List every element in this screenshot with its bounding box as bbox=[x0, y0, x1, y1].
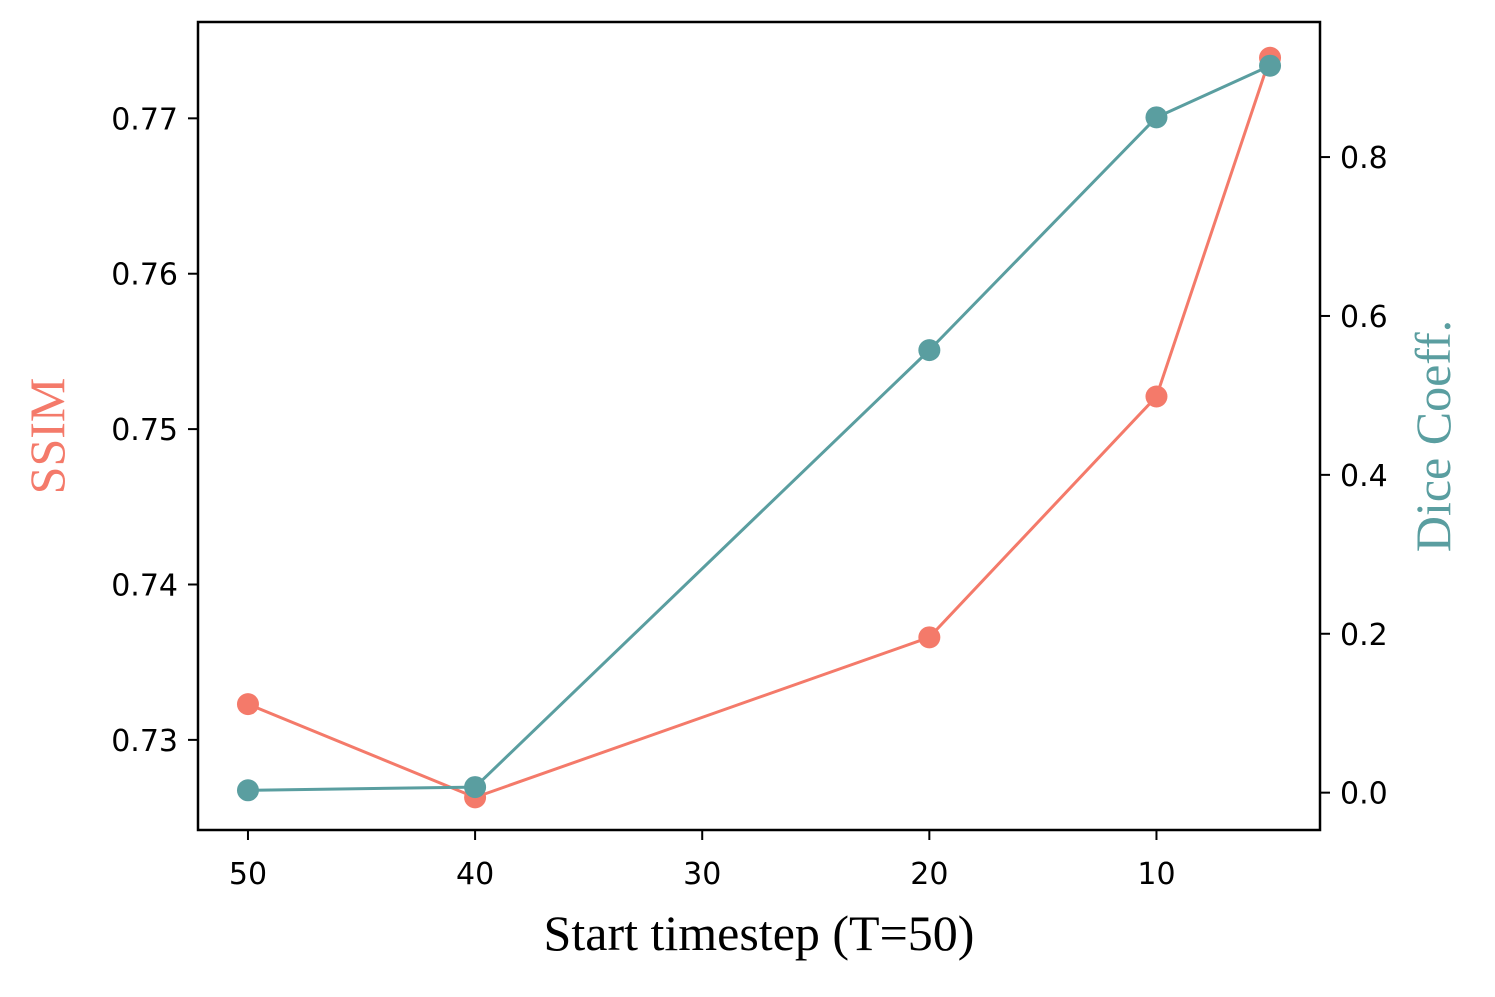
x-tick-label: 40 bbox=[456, 857, 494, 892]
right-y-tick-label: 0.4 bbox=[1340, 459, 1388, 494]
right-y-tick-label: 0.0 bbox=[1340, 777, 1388, 812]
left-y-tick-label: 0.74 bbox=[111, 568, 178, 603]
right-y-tick-label: 0.8 bbox=[1340, 141, 1388, 176]
left-y-tick-label: 0.75 bbox=[111, 413, 178, 448]
left-y-tick-label: 0.77 bbox=[111, 102, 178, 137]
dice-data-point bbox=[1259, 54, 1282, 77]
right-y-axis-title: Dice Coeff. bbox=[1405, 320, 1461, 552]
left-y-tick-label: 0.76 bbox=[111, 258, 178, 293]
left-y-tick-label: 0.73 bbox=[111, 724, 178, 759]
dice-data-point bbox=[918, 339, 941, 362]
series-layer bbox=[236, 46, 1282, 809]
dice-data-point bbox=[1145, 106, 1168, 129]
ssim-series-line bbox=[247, 57, 1272, 799]
x-tick-label: 30 bbox=[683, 857, 721, 892]
x-axis-ticks: 50 40 30 20 10 bbox=[229, 830, 1176, 892]
left-y-axis-title: SSIM bbox=[19, 378, 75, 495]
right-y-tick-label: 0.6 bbox=[1340, 300, 1388, 335]
ssim-data-point bbox=[918, 626, 941, 649]
dice-series-line bbox=[247, 64, 1271, 792]
x-tick-label: 10 bbox=[1137, 857, 1175, 892]
x-axis-title: Start timestep (T=50) bbox=[544, 905, 975, 961]
dice-data-point bbox=[236, 779, 259, 802]
left-y-axis-ticks: 0.73 0.74 0.75 0.76 0.77 bbox=[111, 102, 198, 759]
plot-frame bbox=[196, 20, 1322, 832]
x-tick-label: 20 bbox=[910, 857, 948, 892]
ssim-data-point bbox=[236, 693, 259, 716]
dice-data-point bbox=[464, 776, 487, 799]
x-tick-label: 50 bbox=[229, 857, 267, 892]
right-y-axis-ticks: 0.0 0.2 0.4 0.6 0.8 bbox=[1320, 141, 1388, 812]
right-y-tick-label: 0.2 bbox=[1340, 618, 1388, 653]
ssim-data-point bbox=[1145, 385, 1168, 408]
